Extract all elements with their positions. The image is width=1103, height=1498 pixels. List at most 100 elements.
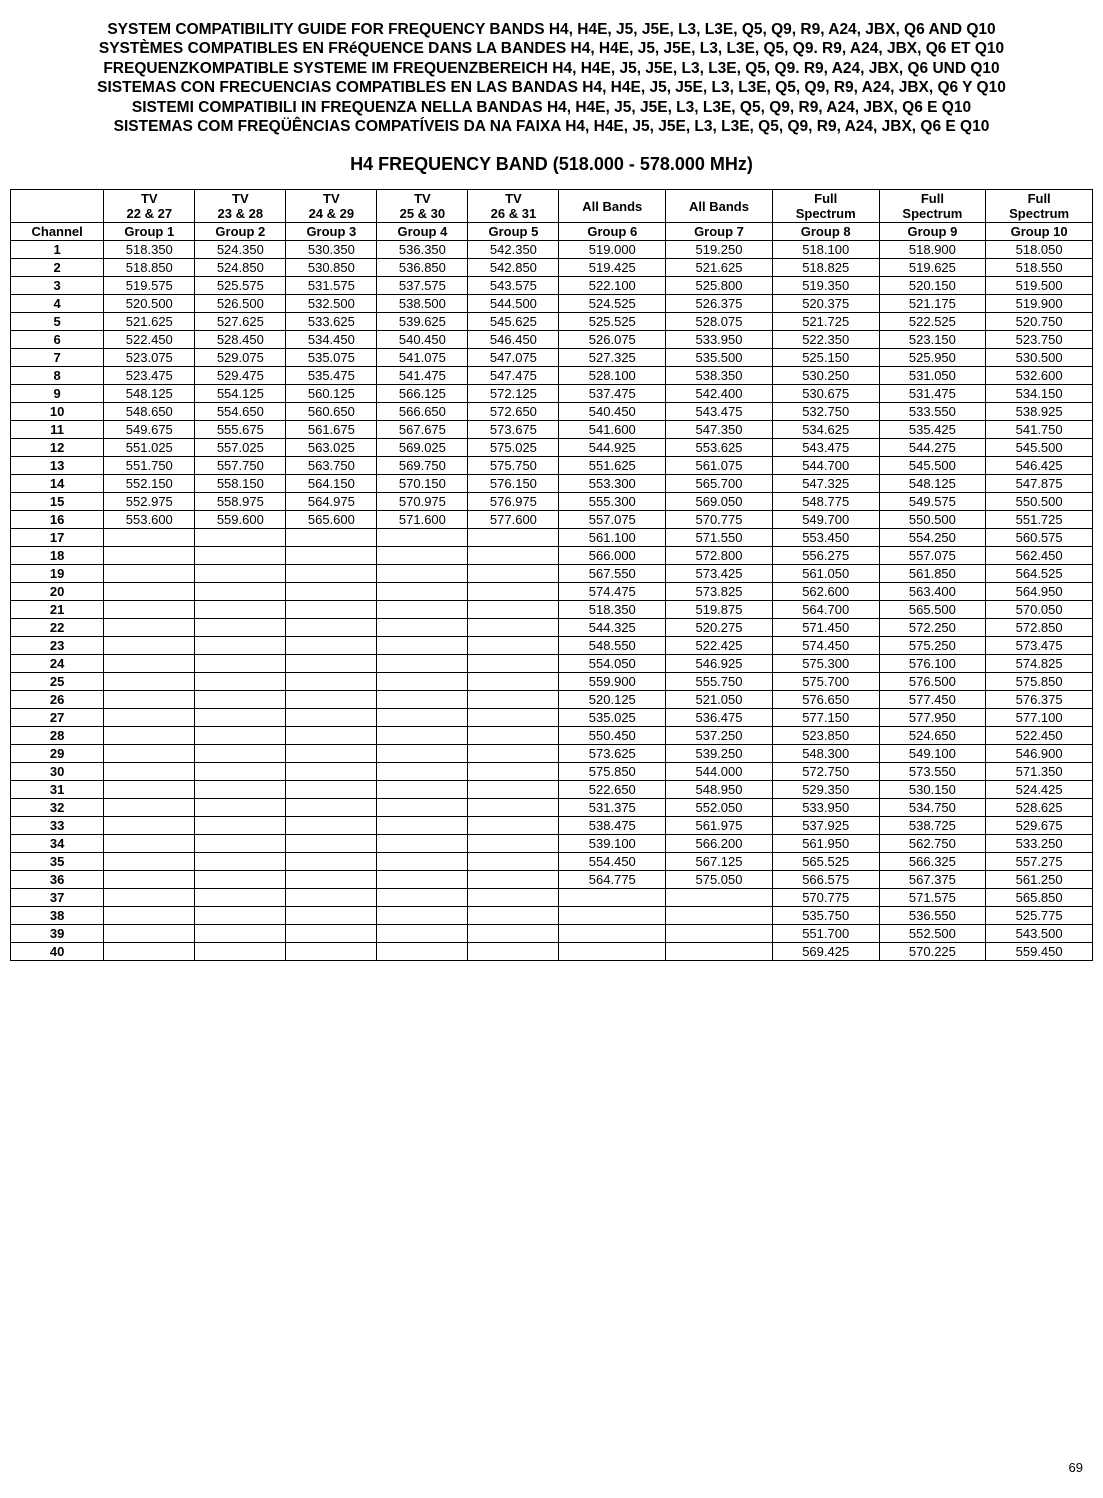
value-cell: 538.475 (559, 817, 666, 835)
value-cell: 532.750 (772, 403, 879, 421)
value-cell (104, 709, 195, 727)
value-cell: 524.425 (986, 781, 1093, 799)
value-cell: 522.425 (666, 637, 773, 655)
value-cell: 552.975 (104, 493, 195, 511)
value-cell: 521.050 (666, 691, 773, 709)
channel-cell: 8 (11, 367, 104, 385)
value-cell: 554.050 (559, 655, 666, 673)
channel-cell: 3 (11, 277, 104, 295)
table-row: 2518.850524.850530.850536.850542.850519.… (11, 259, 1093, 277)
value-cell (104, 745, 195, 763)
value-cell: 533.250 (986, 835, 1093, 853)
value-cell: 575.025 (468, 439, 559, 457)
value-cell (104, 925, 195, 943)
value-cell: 525.150 (772, 349, 879, 367)
value-cell: 541.075 (377, 349, 468, 367)
value-cell: 538.925 (986, 403, 1093, 421)
value-cell: 523.750 (986, 331, 1093, 349)
channel-cell: 38 (11, 907, 104, 925)
value-cell: 573.550 (879, 763, 986, 781)
value-cell (286, 745, 377, 763)
value-cell: 548.950 (666, 781, 773, 799)
value-cell: 518.050 (986, 241, 1093, 259)
title-line: SISTEMAS COM FREQÜÊNCIAS COMPATÍVEIS DA … (10, 117, 1093, 136)
value-cell (468, 637, 559, 655)
value-cell: 562.750 (879, 835, 986, 853)
value-cell: 559.900 (559, 673, 666, 691)
value-cell: 549.100 (879, 745, 986, 763)
value-cell: 530.675 (772, 385, 879, 403)
value-cell: 529.475 (195, 367, 286, 385)
value-cell (195, 871, 286, 889)
value-cell (468, 781, 559, 799)
table-row: 4520.500526.500532.500538.500544.500524.… (11, 295, 1093, 313)
value-cell (104, 799, 195, 817)
value-cell: 537.575 (377, 277, 468, 295)
value-cell: 541.600 (559, 421, 666, 439)
value-cell: 554.125 (195, 385, 286, 403)
value-cell: 565.700 (666, 475, 773, 493)
value-cell: 521.625 (666, 259, 773, 277)
value-cell (195, 673, 286, 691)
value-cell: 519.575 (104, 277, 195, 295)
value-cell (377, 619, 468, 637)
value-cell (286, 583, 377, 601)
value-cell: 573.675 (468, 421, 559, 439)
value-cell: 554.250 (879, 529, 986, 547)
value-cell: 560.650 (286, 403, 377, 421)
value-cell (468, 925, 559, 943)
value-cell: 561.100 (559, 529, 666, 547)
channel-cell: 5 (11, 313, 104, 331)
table-header-cell: All Bands (666, 190, 773, 223)
value-cell: 539.625 (377, 313, 468, 331)
channel-cell: 27 (11, 709, 104, 727)
value-cell: 558.975 (195, 493, 286, 511)
value-cell: 547.075 (468, 349, 559, 367)
value-cell (104, 853, 195, 871)
value-cell: 551.625 (559, 457, 666, 475)
value-cell (286, 925, 377, 943)
title-line: FREQUENZKOMPATIBLE SYSTEME IM FREQUENZBE… (10, 59, 1093, 78)
value-cell: 518.350 (559, 601, 666, 619)
value-cell: 543.475 (666, 403, 773, 421)
value-cell: 536.350 (377, 241, 468, 259)
value-cell: 552.150 (104, 475, 195, 493)
value-cell: 518.900 (879, 241, 986, 259)
value-cell (377, 907, 468, 925)
value-cell (286, 853, 377, 871)
value-cell: 524.650 (879, 727, 986, 745)
value-cell (104, 637, 195, 655)
value-cell: 577.450 (879, 691, 986, 709)
value-cell: 537.925 (772, 817, 879, 835)
value-cell: 576.150 (468, 475, 559, 493)
value-cell (468, 817, 559, 835)
value-cell: 524.850 (195, 259, 286, 277)
value-cell: 572.125 (468, 385, 559, 403)
value-cell (195, 745, 286, 763)
value-cell (377, 853, 468, 871)
value-cell: 561.675 (286, 421, 377, 439)
value-cell (377, 673, 468, 691)
table-row: 37570.775571.575565.850 (11, 889, 1093, 907)
channel-cell: 9 (11, 385, 104, 403)
table-row: 29573.625539.250548.300549.100546.900 (11, 745, 1093, 763)
value-cell (286, 529, 377, 547)
value-cell (468, 943, 559, 961)
value-cell: 551.025 (104, 439, 195, 457)
value-cell: 536.550 (879, 907, 986, 925)
table-row: 6522.450528.450534.450540.450546.450526.… (11, 331, 1093, 349)
value-cell: 566.125 (377, 385, 468, 403)
value-cell (195, 601, 286, 619)
table-header-cell: Channel (11, 223, 104, 241)
value-cell: 533.950 (772, 799, 879, 817)
value-cell (286, 673, 377, 691)
value-cell: 550.450 (559, 727, 666, 745)
value-cell: 555.300 (559, 493, 666, 511)
value-cell: 563.400 (879, 583, 986, 601)
value-cell (104, 601, 195, 619)
table-row: 13551.750557.750563.750569.750575.750551… (11, 457, 1093, 475)
value-cell: 523.150 (879, 331, 986, 349)
table-row: 3519.575525.575531.575537.575543.575522.… (11, 277, 1093, 295)
value-cell (104, 547, 195, 565)
value-cell: 519.875 (666, 601, 773, 619)
